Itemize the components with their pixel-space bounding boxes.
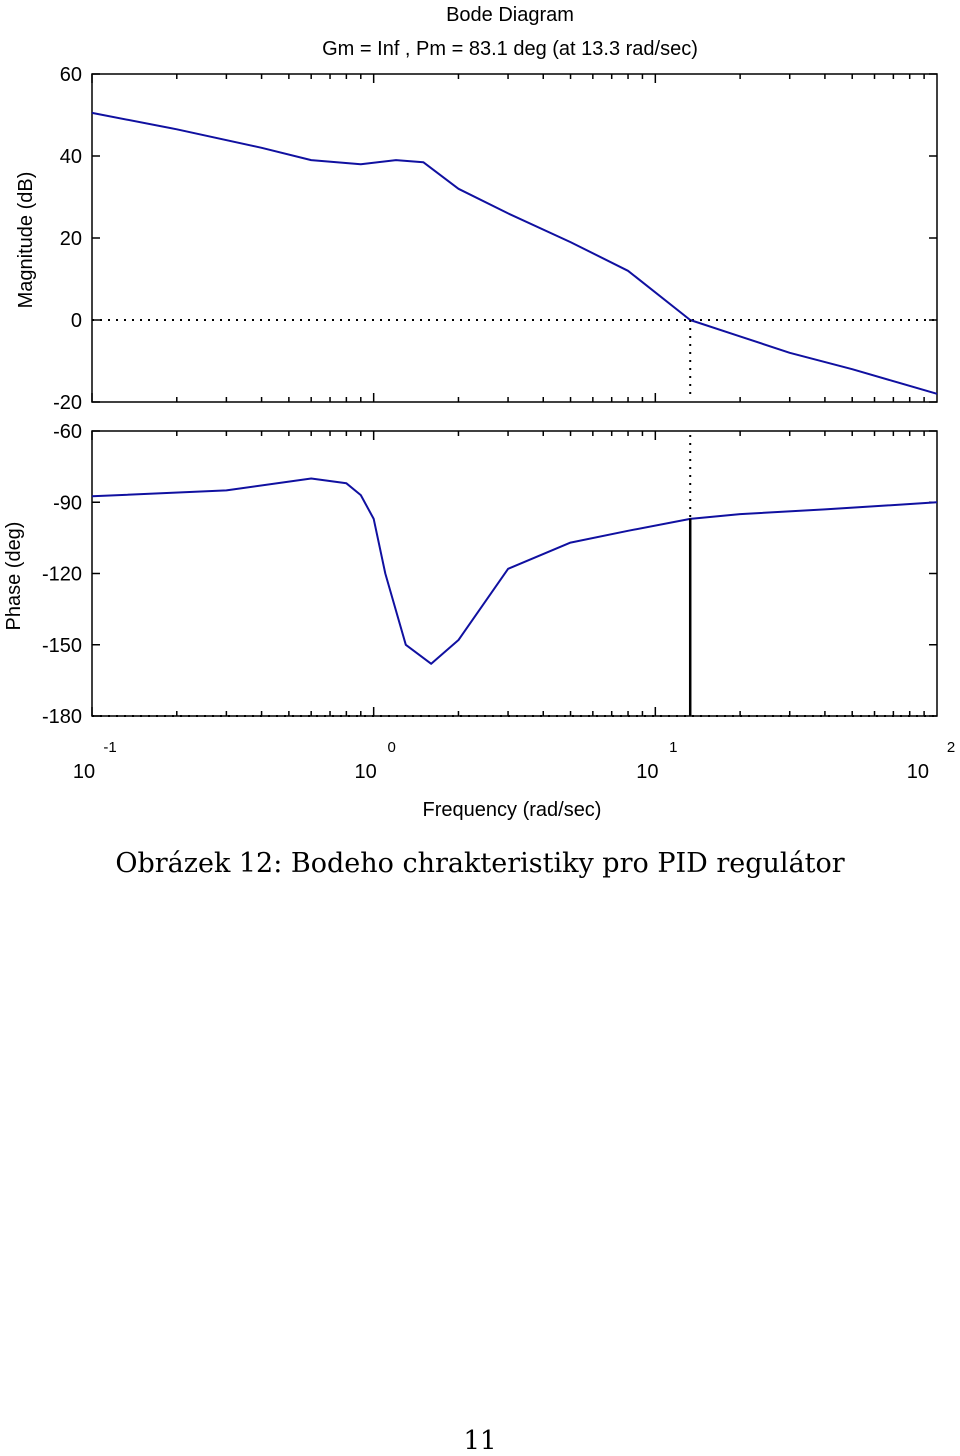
frequency-axis-label: Frequency (rad/sec) bbox=[423, 799, 602, 820]
x-tick-label-exponent: 2 bbox=[947, 739, 955, 756]
magnitude-frame bbox=[91, 73, 938, 403]
phase-ytick-label: -90 bbox=[53, 492, 82, 514]
magnitude-ytick-label: 20 bbox=[60, 228, 82, 250]
phase-series-line bbox=[91, 477, 938, 665]
phase-axis-label: Phase (deg) bbox=[3, 522, 25, 631]
phase-ytick-label: -120 bbox=[42, 564, 82, 586]
x-tick-label-base: 10 bbox=[907, 761, 929, 783]
x-tick-label-exponent: -1 bbox=[103, 739, 116, 756]
x-axis-tick-labels: 10 -1 10 0 10 1 10 2 bbox=[73, 739, 955, 783]
magnitude-ytick-label: 60 bbox=[60, 64, 82, 86]
page-number: 11 bbox=[463, 1426, 497, 1456]
magnitude-series-line bbox=[91, 111, 938, 395]
x-tick-label-base: 10 bbox=[73, 761, 95, 783]
magnitude-ytick-label: 0 bbox=[71, 310, 82, 332]
phase-ytick-label: -60 bbox=[53, 421, 82, 443]
figure-caption: Obrázek 12: Bodeho chrakteristiky pro PI… bbox=[115, 848, 845, 879]
magnitude-ytick-label: 40 bbox=[60, 146, 82, 168]
x-tick-label-exponent: 1 bbox=[669, 739, 677, 756]
bode-figure: Bode Diagram Gm = Inf , Pm = 83.1 deg (a… bbox=[3, 4, 955, 820]
chart-subtitle: Gm = Inf , Pm = 83.1 deg (at 13.3 rad/se… bbox=[322, 38, 698, 60]
phase-plot: -60 -90 -120 -150 -180 bbox=[42, 421, 938, 728]
chart-title: Bode Diagram bbox=[446, 4, 574, 26]
phase-ytick-label: -150 bbox=[42, 635, 82, 657]
phase-frame bbox=[91, 430, 938, 717]
magnitude-ytick-label: -20 bbox=[53, 392, 82, 414]
phase-ytick-label: -180 bbox=[42, 706, 82, 728]
x-tick-label-base: 10 bbox=[355, 761, 377, 783]
x-tick-label-base: 10 bbox=[636, 761, 658, 783]
x-tick-label-exponent: 0 bbox=[387, 739, 395, 756]
magnitude-plot: 60 40 20 0 -20 bbox=[53, 64, 938, 414]
magnitude-axis-label: Magnitude (dB) bbox=[15, 172, 37, 309]
